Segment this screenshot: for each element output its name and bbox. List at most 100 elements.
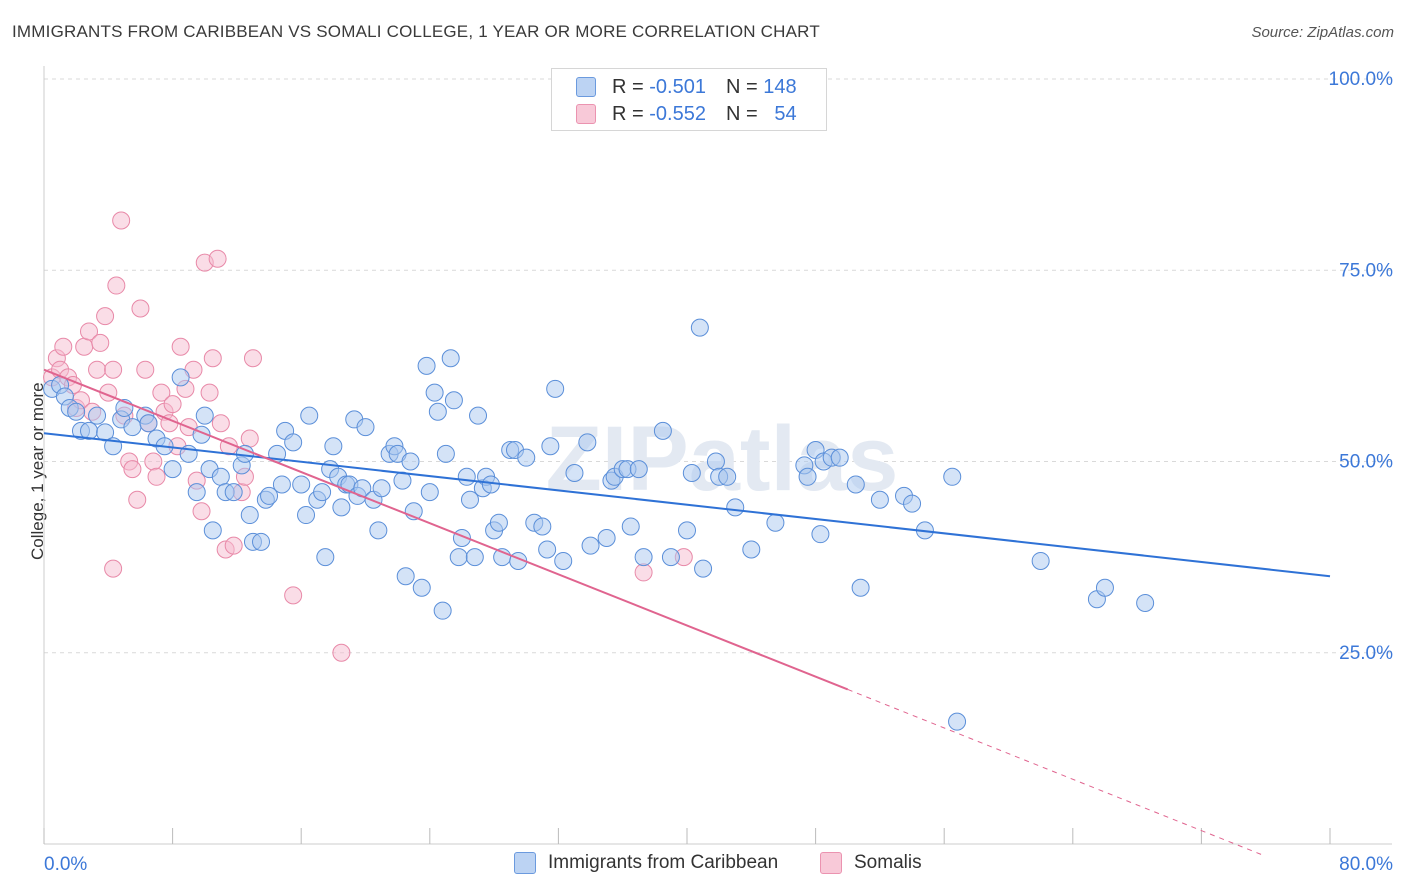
legend-row-caribbean: R = -0.501 N = 148 bbox=[576, 74, 797, 100]
data-point bbox=[260, 486, 279, 505]
data-point bbox=[297, 506, 316, 525]
data-point bbox=[661, 548, 680, 567]
data-point bbox=[578, 433, 597, 452]
data-point bbox=[54, 337, 73, 356]
data-point bbox=[726, 498, 745, 517]
data-point bbox=[240, 506, 259, 525]
data-point bbox=[131, 299, 150, 318]
data-point bbox=[554, 551, 573, 570]
data-point bbox=[678, 521, 696, 540]
data-point bbox=[718, 467, 737, 486]
data-point bbox=[706, 452, 725, 471]
data-point bbox=[67, 402, 86, 421]
data-point bbox=[581, 536, 600, 555]
legend-swatch-caribbean bbox=[514, 852, 536, 874]
chart-title: IMMIGRANTS FROM CARIBBEAN VS SOMALI COLL… bbox=[12, 22, 820, 41]
n-label: N = bbox=[725, 102, 758, 125]
data-point bbox=[139, 414, 158, 433]
data-point bbox=[846, 475, 865, 494]
data-point bbox=[104, 559, 123, 578]
trend-line-somali bbox=[43, 368, 849, 691]
data-point bbox=[284, 586, 303, 605]
legend-item-caribbean[interactable]: Immigrants from Caribbean bbox=[514, 852, 778, 874]
data-point bbox=[798, 467, 817, 486]
legend-swatch-caribbean bbox=[576, 77, 596, 97]
data-point bbox=[163, 460, 182, 479]
data-point bbox=[694, 559, 713, 578]
data-point bbox=[208, 249, 227, 268]
data-point bbox=[203, 521, 222, 540]
data-point bbox=[192, 502, 211, 521]
data-point bbox=[163, 395, 182, 414]
legend-label-somali: Somalis bbox=[854, 852, 922, 873]
axes bbox=[43, 66, 1392, 845]
data-point bbox=[460, 490, 479, 509]
data-point bbox=[629, 460, 648, 479]
data-point bbox=[870, 490, 889, 509]
data-point bbox=[948, 712, 967, 731]
n-value-somali: 54 bbox=[774, 102, 797, 125]
data-point bbox=[634, 563, 653, 582]
data-point bbox=[187, 483, 206, 502]
data-point bbox=[80, 322, 99, 341]
data-point bbox=[96, 307, 115, 326]
tick-labels: 100.0% 75.0% 50.0% 25.0% 0.0% 80.0% bbox=[44, 69, 1393, 875]
data-point bbox=[88, 406, 107, 425]
data-point bbox=[449, 548, 468, 567]
legend-swatch-somali bbox=[576, 104, 596, 124]
data-point bbox=[943, 467, 962, 486]
r-value-caribbean: -0.501 bbox=[649, 75, 706, 98]
y-tick-label: 100.0% bbox=[1329, 69, 1394, 90]
data-point bbox=[313, 483, 332, 502]
data-point bbox=[597, 529, 616, 547]
data-point bbox=[292, 475, 311, 494]
trend-line-caribbean bbox=[43, 432, 1331, 578]
data-point bbox=[469, 406, 488, 425]
data-point bbox=[489, 513, 508, 532]
data-point bbox=[91, 333, 110, 352]
data-point bbox=[425, 383, 444, 402]
data-point bbox=[136, 360, 155, 379]
data-point bbox=[538, 540, 557, 559]
r-label: R = bbox=[612, 102, 644, 125]
data-point bbox=[200, 383, 219, 402]
legend-row-somali: R = -0.552 N = 54 bbox=[576, 101, 797, 127]
x-tick-label: 0.0% bbox=[44, 854, 87, 875]
data-point bbox=[621, 517, 640, 536]
data-point bbox=[533, 517, 552, 536]
data-point bbox=[128, 490, 147, 509]
data-point bbox=[420, 483, 439, 502]
data-point bbox=[634, 548, 653, 567]
trend-lines bbox=[43, 368, 1331, 857]
data-point bbox=[653, 421, 672, 440]
r-value-somali: -0.552 bbox=[649, 102, 706, 125]
data-point bbox=[211, 414, 230, 433]
data-point bbox=[517, 448, 536, 467]
grid-lines bbox=[44, 78, 1392, 654]
somali-points bbox=[43, 211, 693, 662]
correlation-legend: R = -0.501 N = 148 R = -0.552 N = 54 bbox=[551, 68, 827, 131]
data-point bbox=[811, 525, 830, 544]
data-point bbox=[742, 540, 761, 559]
n-value-caribbean: 148 bbox=[763, 75, 797, 98]
data-point bbox=[830, 448, 849, 467]
data-point bbox=[433, 601, 452, 620]
data-point bbox=[332, 498, 351, 517]
data-point bbox=[324, 437, 343, 456]
data-point bbox=[316, 548, 335, 567]
y-tick-label: 75.0% bbox=[1339, 260, 1393, 281]
data-point bbox=[690, 318, 709, 337]
series-legend: Immigrants from Caribbean Somalis bbox=[0, 852, 1406, 880]
data-point bbox=[546, 379, 565, 398]
data-point bbox=[112, 211, 131, 230]
data-point bbox=[171, 368, 190, 387]
data-point bbox=[75, 337, 94, 356]
data-point bbox=[243, 349, 262, 368]
legend-item-somali[interactable]: Somalis bbox=[820, 852, 922, 874]
source-label: Source: ZipAtlas.com bbox=[1251, 24, 1394, 41]
data-point bbox=[372, 479, 391, 498]
data-point bbox=[766, 513, 785, 532]
data-point bbox=[332, 643, 351, 662]
data-point bbox=[240, 429, 259, 448]
